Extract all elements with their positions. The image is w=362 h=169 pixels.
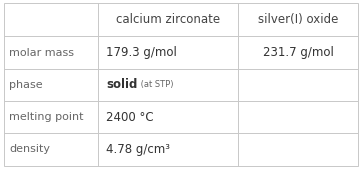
- Text: silver(I) oxide: silver(I) oxide: [258, 13, 338, 26]
- Text: 2400 °C: 2400 °C: [106, 111, 153, 124]
- Text: 179.3 g/mol: 179.3 g/mol: [106, 46, 177, 59]
- Text: phase: phase: [9, 80, 43, 90]
- Text: solid: solid: [106, 78, 138, 91]
- Text: 4.78 g/cm³: 4.78 g/cm³: [106, 143, 170, 156]
- Text: 231.7 g/mol: 231.7 g/mol: [263, 46, 333, 59]
- Text: molar mass: molar mass: [9, 48, 74, 58]
- Text: density: density: [9, 144, 50, 154]
- Text: (at STP): (at STP): [138, 80, 173, 89]
- Text: melting point: melting point: [9, 112, 84, 122]
- Text: calcium zirconate: calcium zirconate: [115, 13, 220, 26]
